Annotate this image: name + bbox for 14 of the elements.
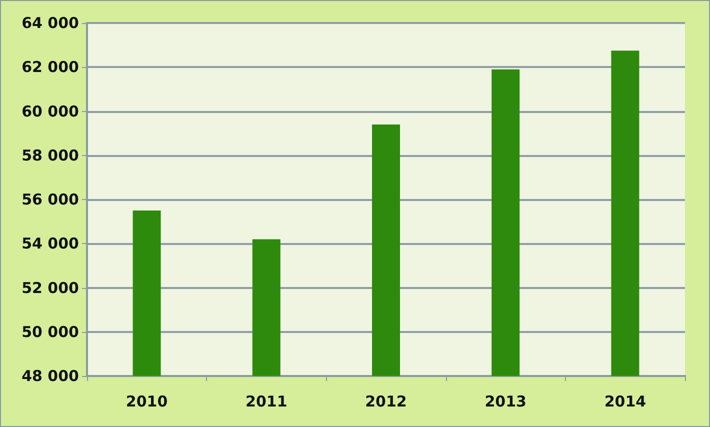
y-tick-label: 48 000 — [22, 367, 79, 385]
y-tick-label: 60 000 — [22, 102, 79, 120]
x-tick-label: 2011 — [246, 392, 288, 410]
x-tick-label: 2010 — [126, 392, 168, 410]
y-tick-label: 56 000 — [22, 190, 79, 208]
x-tick-label: 2014 — [604, 392, 646, 410]
y-tick-label: 64 000 — [22, 14, 79, 32]
x-tick-label: 2012 — [365, 392, 407, 410]
y-tick-label: 58 000 — [22, 146, 79, 164]
y-tick-label: 52 000 — [22, 278, 79, 297]
y-tick-label: 50 000 — [22, 322, 79, 341]
y-tick-label: 62 000 — [22, 58, 79, 76]
y-tick-label: 54 000 — [22, 234, 79, 253]
x-tick-label: 2013 — [484, 392, 526, 410]
